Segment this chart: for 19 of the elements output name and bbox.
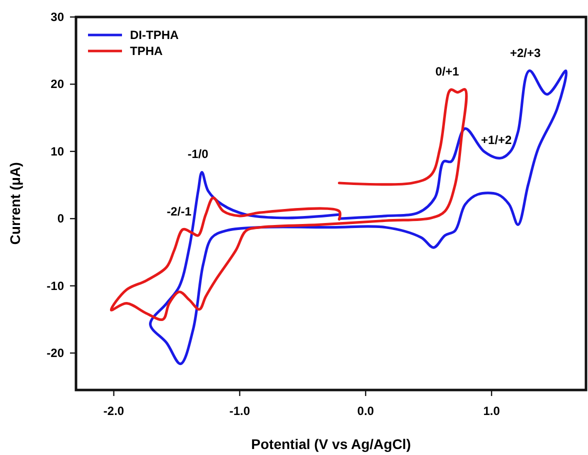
y-tick-label: 30 xyxy=(50,10,64,24)
y-tick-label: -20 xyxy=(46,346,64,360)
x-axis-title: Potential (V vs Ag/AgCl) xyxy=(251,436,411,452)
x-tick-label: 1.0 xyxy=(483,404,500,418)
x-tick-label: 0.0 xyxy=(357,404,374,418)
annotation: -2/-1 xyxy=(166,204,192,218)
y-tick-label: 10 xyxy=(50,144,64,158)
annotation: +1/+2 xyxy=(481,133,512,148)
annotation: 0/+1 xyxy=(435,64,460,79)
y-tick-label: 0 xyxy=(57,212,64,226)
y-tick-label: -10 xyxy=(46,278,64,293)
x-tick-label: -2.0 xyxy=(103,404,124,418)
legend-label: DI-TPHA xyxy=(130,28,179,42)
y-axis-title: Current (μA) xyxy=(7,162,23,245)
annotation: -1/0 xyxy=(188,147,209,162)
annotation: +2/+3 xyxy=(510,46,542,60)
y-tick-label: 20 xyxy=(50,77,64,92)
x-tick-label: -1.0 xyxy=(229,404,250,418)
legend-label: TPHA xyxy=(130,44,163,58)
